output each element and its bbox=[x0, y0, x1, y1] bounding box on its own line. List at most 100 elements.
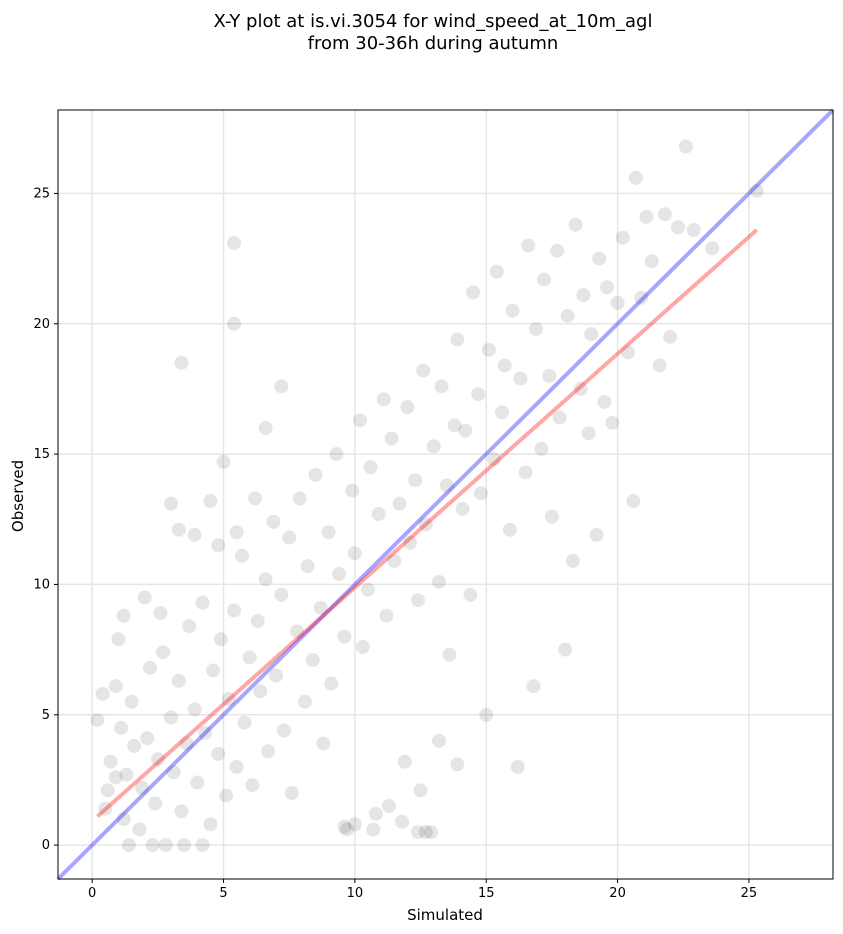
data-point bbox=[253, 684, 268, 699]
plot-area bbox=[58, 110, 833, 879]
data-point bbox=[431, 574, 446, 589]
data-point bbox=[300, 559, 315, 574]
data-point bbox=[258, 572, 273, 587]
data-point bbox=[227, 316, 242, 331]
data-point bbox=[526, 679, 541, 694]
data-point bbox=[187, 702, 202, 717]
data-point bbox=[124, 694, 139, 709]
data-point bbox=[382, 799, 397, 814]
data-point bbox=[227, 235, 242, 250]
data-point bbox=[505, 303, 520, 318]
data-point bbox=[229, 759, 244, 774]
data-point bbox=[513, 371, 528, 386]
data-point bbox=[274, 379, 289, 394]
data-point bbox=[158, 838, 173, 853]
data-point bbox=[198, 726, 213, 741]
data-point bbox=[98, 801, 113, 816]
data-point bbox=[121, 838, 136, 853]
data-point bbox=[521, 238, 536, 253]
data-point bbox=[332, 567, 347, 582]
data-point bbox=[213, 632, 228, 647]
identity-line bbox=[56, 108, 835, 881]
data-point bbox=[163, 710, 178, 725]
data-point bbox=[187, 527, 202, 542]
data-point bbox=[250, 613, 265, 628]
data-point bbox=[552, 410, 567, 425]
data-point bbox=[634, 290, 649, 305]
data-point bbox=[108, 770, 123, 785]
data-point bbox=[371, 507, 386, 522]
data-point bbox=[678, 139, 693, 154]
data-point bbox=[439, 478, 454, 493]
data-point bbox=[229, 525, 244, 540]
data-point bbox=[584, 327, 599, 342]
data-points bbox=[90, 139, 764, 853]
x-axis-label: Simulated bbox=[407, 906, 483, 924]
data-point bbox=[347, 546, 362, 561]
data-point bbox=[502, 522, 517, 537]
data-point bbox=[329, 447, 344, 462]
data-point bbox=[177, 838, 192, 853]
data-point bbox=[111, 632, 126, 647]
data-point bbox=[156, 645, 171, 660]
data-point bbox=[261, 744, 276, 759]
data-point bbox=[434, 379, 449, 394]
data-point bbox=[581, 426, 596, 441]
data-point bbox=[337, 819, 352, 834]
data-point bbox=[234, 548, 249, 563]
data-point bbox=[626, 494, 641, 509]
x-tick-label: 10 bbox=[347, 886, 364, 901]
data-point bbox=[148, 796, 163, 811]
x-tick-label: 0 bbox=[88, 886, 96, 901]
data-point bbox=[363, 460, 378, 475]
data-point bbox=[174, 804, 189, 819]
data-point bbox=[471, 387, 486, 402]
data-point bbox=[211, 746, 226, 761]
data-point bbox=[163, 496, 178, 511]
data-point bbox=[324, 676, 339, 691]
data-point bbox=[245, 778, 260, 793]
data-point bbox=[195, 595, 210, 610]
data-point bbox=[450, 757, 465, 772]
data-point bbox=[518, 465, 533, 480]
data-point bbox=[290, 624, 305, 639]
data-point bbox=[397, 754, 412, 769]
data-point bbox=[589, 527, 604, 542]
data-point bbox=[494, 405, 509, 420]
data-point bbox=[544, 509, 559, 524]
data-point bbox=[103, 754, 118, 769]
chart-title-line1: X-Y plot at is.vi.3054 for wind_speed_at… bbox=[214, 11, 653, 32]
data-point bbox=[347, 817, 362, 832]
data-point bbox=[466, 285, 481, 300]
data-point bbox=[418, 825, 433, 840]
data-point bbox=[216, 454, 231, 469]
data-point bbox=[276, 723, 291, 738]
data-point bbox=[182, 619, 197, 634]
data-point bbox=[153, 606, 168, 621]
data-point bbox=[379, 608, 394, 623]
data-point bbox=[644, 254, 659, 269]
data-point bbox=[473, 486, 488, 501]
data-point bbox=[308, 467, 323, 482]
data-point bbox=[489, 264, 504, 279]
data-point bbox=[479, 707, 494, 722]
chart-title-line2: from 30-36h during autumn bbox=[308, 33, 559, 54]
data-point bbox=[100, 783, 115, 798]
data-point bbox=[203, 817, 218, 832]
data-point bbox=[179, 736, 194, 751]
data-point bbox=[316, 736, 331, 751]
data-point bbox=[140, 731, 155, 746]
data-point bbox=[195, 838, 210, 853]
data-point bbox=[705, 241, 720, 256]
data-point bbox=[576, 288, 591, 303]
data-point bbox=[237, 715, 252, 730]
data-point bbox=[135, 780, 150, 795]
y-tick-label: 20 bbox=[33, 317, 50, 332]
data-point bbox=[615, 230, 630, 245]
data-point bbox=[534, 441, 549, 456]
data-point bbox=[416, 363, 431, 378]
data-point bbox=[248, 491, 263, 506]
data-point bbox=[292, 491, 307, 506]
data-point bbox=[487, 452, 502, 467]
data-point bbox=[605, 415, 620, 430]
